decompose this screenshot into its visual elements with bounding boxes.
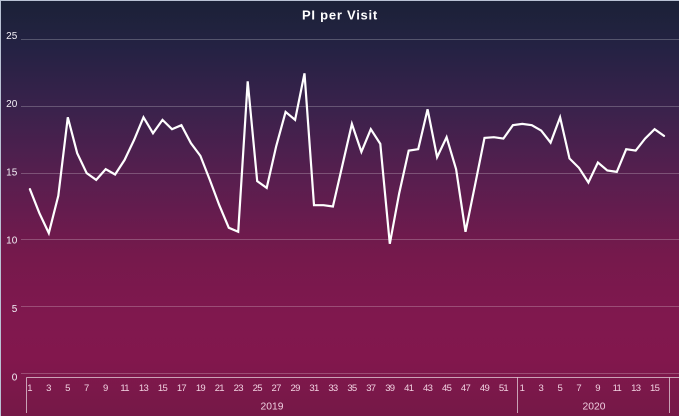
svg-text:25: 25 [253,383,263,394]
svg-text:43: 43 [423,383,433,394]
svg-text:19: 19 [196,383,206,394]
svg-text:9: 9 [103,383,108,394]
svg-text:5: 5 [65,383,70,394]
svg-text:39: 39 [385,383,395,394]
svg-text:3: 3 [46,383,51,394]
svg-text:15: 15 [6,167,18,178]
svg-text:5: 5 [557,383,562,394]
svg-text:7: 7 [84,383,89,394]
svg-text:15: 15 [158,383,168,394]
svg-text:23: 23 [234,383,244,394]
svg-text:1: 1 [520,383,525,394]
svg-text:27: 27 [272,383,282,394]
svg-text:2020: 2020 [583,402,606,413]
svg-text:45: 45 [442,383,452,394]
svg-text:11: 11 [613,383,622,394]
svg-text:5: 5 [12,304,18,315]
svg-text:20: 20 [6,99,18,110]
svg-text:3: 3 [539,383,544,394]
svg-text:17: 17 [177,383,187,394]
svg-text:11: 11 [120,383,129,394]
svg-text:1: 1 [27,383,32,394]
svg-text:2019: 2019 [261,402,284,413]
svg-text:47: 47 [461,383,471,394]
svg-text:37: 37 [366,383,376,394]
svg-text:21: 21 [215,383,225,394]
svg-text:0: 0 [12,372,18,383]
svg-text:25: 25 [6,31,18,42]
svg-text:9: 9 [595,383,600,394]
svg-text:29: 29 [291,383,301,394]
svg-text:10: 10 [6,236,18,247]
svg-text:7: 7 [576,383,581,394]
svg-text:15: 15 [650,383,660,394]
svg-text:31: 31 [309,383,319,394]
svg-text:51: 51 [499,383,509,394]
svg-text:13: 13 [139,383,149,394]
svg-text:33: 33 [328,383,338,394]
svg-text:PI per Visit: PI per Visit [302,8,378,23]
svg-text:41: 41 [404,383,414,394]
svg-text:35: 35 [347,383,357,394]
svg-text:13: 13 [631,383,641,394]
svg-text:49: 49 [480,383,490,394]
